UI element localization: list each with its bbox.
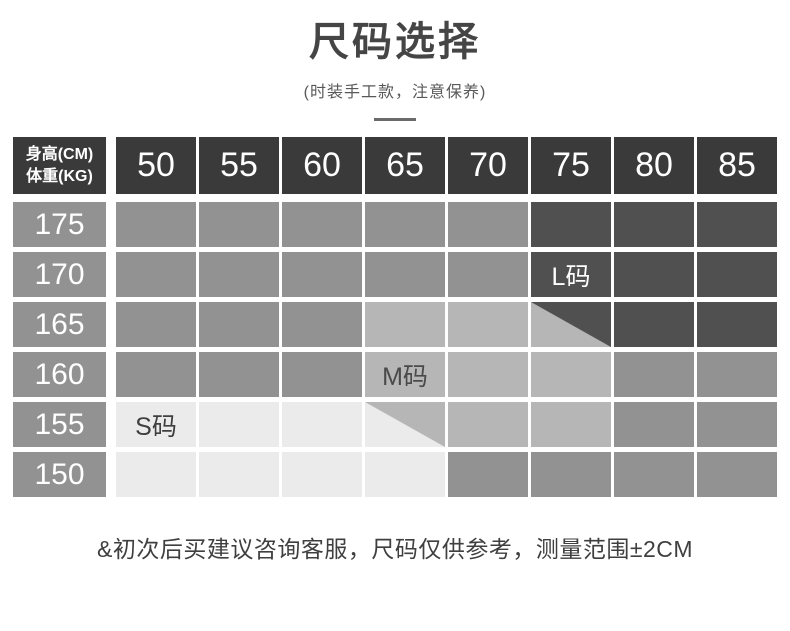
zone-cell-h165-w55 <box>199 302 279 347</box>
zone-cell-h160-w55 <box>199 352 279 397</box>
zone-cell-h155-w70 <box>448 402 528 447</box>
zone-cell-h150-w75 <box>531 452 611 497</box>
row-label-170: 170 <box>13 252 113 297</box>
zone-cell-h175-w70 <box>448 202 528 247</box>
zone-cell-h160-w50 <box>116 352 196 397</box>
zone-cell-h175-w50 <box>116 202 196 247</box>
row-label-155: 155 <box>13 402 113 447</box>
zone-cell-h175-w80 <box>614 202 694 247</box>
zone-cell-h165-w70 <box>448 302 528 347</box>
zone-cell-h155-w75 <box>531 402 611 447</box>
size-chart: 身高(CM) 体重(KG) 50 55 60 65 70 75 80 85 175 170 L码 16… <box>13 137 777 497</box>
row-label-150: 150 <box>13 452 113 497</box>
size-zone-label-L: L码 <box>551 262 591 291</box>
zone-cell-h150-w60 <box>282 452 362 497</box>
size-zone-label-M: M码 <box>382 362 428 391</box>
corner-header-line2: 体重(KG) <box>26 167 93 185</box>
page-title: 尺码选择 <box>309 20 481 64</box>
zone-cell-h165-w60 <box>282 302 362 347</box>
zone-cell-h150-w55 <box>199 452 279 497</box>
zone-cell-h175-w65 <box>365 202 445 247</box>
corner-header-cell: 身高(CM) 体重(KG) <box>13 137 113 197</box>
zone-cell-h170-w70 <box>448 252 528 297</box>
zone-cell-h165-w65 <box>365 302 445 347</box>
column-header-80: 80 <box>614 137 694 197</box>
zone-cell-h150-w85 <box>697 452 777 497</box>
zone-cell-h170-w60 <box>282 252 362 297</box>
column-header-85: 85 <box>697 137 777 197</box>
zone-cell-h165-w85 <box>697 302 777 347</box>
zone-cell-h155-w55 <box>199 402 279 447</box>
column-header-70: 70 <box>448 137 528 197</box>
row-label-160: 160 <box>13 352 113 397</box>
zone-cell-h155-w85 <box>697 402 777 447</box>
zone-cell-h160-w65: M码 <box>365 352 445 397</box>
zone-cell-h175-w60 <box>282 202 362 247</box>
page-subtitle: (时装手工款，注意保养) <box>303 84 487 101</box>
zone-cell-h155-w65 <box>365 402 445 447</box>
size-chart-grid: 身高(CM) 体重(KG) 50 55 60 65 70 75 80 85 175 170 L码 16… <box>13 137 777 497</box>
column-header-50: 50 <box>116 137 196 197</box>
divider-dash <box>374 118 416 121</box>
zone-cell-h165-w75 <box>531 302 611 347</box>
footnote-text: &初次后买建议咨询客服，尺码仅供参考，测量范围±2CM <box>96 536 694 562</box>
zone-cell-h170-w50 <box>116 252 196 297</box>
zone-cell-h175-w55 <box>199 202 279 247</box>
zone-cell-h170-w75: L码 <box>531 252 611 297</box>
zone-cell-h155-w80 <box>614 402 694 447</box>
column-header-60: 60 <box>282 137 362 197</box>
zone-cell-h170-w80 <box>614 252 694 297</box>
zone-cell-h160-w75 <box>531 352 611 397</box>
zone-cell-h155-w50: S码 <box>116 402 196 447</box>
zone-cell-h170-w65 <box>365 252 445 297</box>
zone-cell-h165-w50 <box>116 302 196 347</box>
zone-cell-h150-w70 <box>448 452 528 497</box>
header-block: 尺码选择 (时装手工款，注意保养) <box>0 0 790 121</box>
column-header-55: 55 <box>199 137 279 197</box>
zone-cell-h160-w85 <box>697 352 777 397</box>
row-label-165: 165 <box>13 302 113 347</box>
zone-cell-h150-w50 <box>116 452 196 497</box>
zone-cell-h150-w65 <box>365 452 445 497</box>
column-header-65: 65 <box>365 137 445 197</box>
zone-cell-h170-w55 <box>199 252 279 297</box>
zone-cell-h165-w80 <box>614 302 694 347</box>
zone-cell-h170-w85 <box>697 252 777 297</box>
size-zone-label-S: S码 <box>135 412 177 441</box>
zone-cell-h160-w70 <box>448 352 528 397</box>
row-label-175: 175 <box>13 202 113 247</box>
zone-cell-h175-w85 <box>697 202 777 247</box>
zone-cell-h175-w75 <box>531 202 611 247</box>
zone-cell-h150-w80 <box>614 452 694 497</box>
zone-cell-h160-w60 <box>282 352 362 397</box>
column-header-75: 75 <box>531 137 611 197</box>
corner-header-line1: 身高(CM) <box>25 145 94 163</box>
zone-cell-h160-w80 <box>614 352 694 397</box>
zone-cell-h155-w60 <box>282 402 362 447</box>
